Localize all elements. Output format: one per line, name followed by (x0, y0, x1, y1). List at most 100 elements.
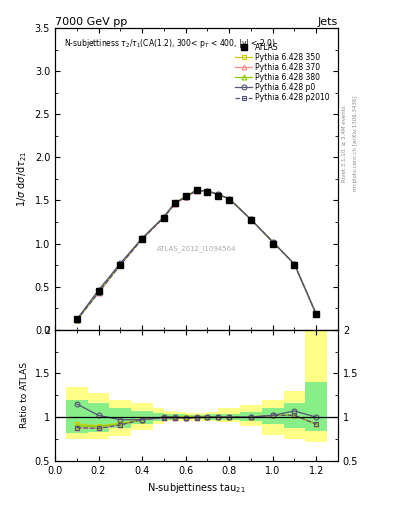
Pythia 6.428 380 (74, 317, 79, 323)
Pythia 6.428 p0 (173, 200, 177, 206)
Pythia 6.428 380 (96, 289, 101, 295)
Pythia 6.428 350 (248, 217, 253, 223)
Pythia 6.428 p0 (183, 194, 188, 200)
Pythia 6.428 370 (248, 217, 253, 223)
ATLAS (96, 288, 101, 294)
ATLAS (140, 236, 145, 242)
Pythia 6.428 p2010 (314, 311, 319, 317)
Pythia 6.428 p0 (74, 316, 79, 323)
Pythia 6.428 p2010 (74, 317, 79, 323)
Pythia 6.428 370 (74, 317, 79, 323)
ATLAS (248, 217, 253, 223)
Pythia 6.428 p2010 (118, 262, 123, 268)
Pythia 6.428 350 (162, 214, 166, 220)
Legend: ATLAS, Pythia 6.428 350, Pythia 6.428 370, Pythia 6.428 380, Pythia 6.428 p0, Py: ATLAS, Pythia 6.428 350, Pythia 6.428 37… (234, 41, 331, 104)
Pythia 6.428 380 (270, 239, 275, 245)
Text: 7000 GeV pp: 7000 GeV pp (55, 17, 127, 27)
Pythia 6.428 380 (118, 261, 123, 267)
Pythia 6.428 p2010 (140, 236, 145, 242)
Pythia 6.428 p2010 (194, 188, 199, 194)
Pythia 6.428 p0 (118, 260, 123, 266)
Pythia 6.428 p2010 (96, 290, 101, 296)
Pythia 6.428 350 (118, 261, 123, 267)
Pythia 6.428 350 (194, 187, 199, 193)
ATLAS (270, 241, 275, 247)
Line: Pythia 6.428 p0: Pythia 6.428 p0 (74, 188, 319, 322)
Text: N-subjettiness $\tau_2/\tau_1$(CA(1.2), 300< p$_T$ < 400, |y| < 2.0): N-subjettiness $\tau_2/\tau_1$(CA(1.2), … (64, 37, 275, 50)
Pythia 6.428 380 (216, 191, 220, 198)
Pythia 6.428 p2010 (227, 196, 231, 202)
ATLAS (194, 187, 199, 193)
Pythia 6.428 p0 (205, 188, 210, 194)
Pythia 6.428 380 (248, 217, 253, 223)
Pythia 6.428 p0 (270, 239, 275, 245)
ATLAS (74, 316, 79, 323)
Pythia 6.428 p2010 (292, 261, 297, 267)
Pythia 6.428 350 (205, 188, 210, 194)
ATLAS (227, 198, 231, 204)
Pythia 6.428 370 (216, 191, 220, 198)
Y-axis label: 1/$\sigma$ d$\sigma$/d$\tau_{21}$: 1/$\sigma$ d$\sigma$/d$\tau_{21}$ (15, 151, 29, 207)
Line: Pythia 6.428 350: Pythia 6.428 350 (74, 188, 319, 323)
Pythia 6.428 p2010 (270, 239, 275, 245)
Pythia 6.428 350 (173, 201, 177, 207)
Pythia 6.428 p2010 (162, 215, 166, 221)
Pythia 6.428 p2010 (183, 194, 188, 200)
Pythia 6.428 p2010 (216, 191, 220, 198)
Pythia 6.428 350 (292, 261, 297, 267)
Pythia 6.428 350 (227, 196, 231, 202)
Line: ATLAS: ATLAS (73, 187, 320, 323)
Pythia 6.428 370 (227, 196, 231, 202)
Pythia 6.428 p0 (140, 236, 145, 242)
Line: Pythia 6.428 370: Pythia 6.428 370 (74, 188, 319, 323)
Text: Rivet 3.1.10, ≥ 3.4M events: Rivet 3.1.10, ≥ 3.4M events (342, 105, 346, 182)
Pythia 6.428 350 (270, 239, 275, 245)
Pythia 6.428 p0 (292, 261, 297, 267)
Text: Jets: Jets (318, 17, 338, 27)
Pythia 6.428 380 (194, 187, 199, 193)
Pythia 6.428 p0 (314, 311, 319, 317)
Pythia 6.428 350 (74, 317, 79, 323)
Pythia 6.428 p0 (96, 287, 101, 293)
Pythia 6.428 p2010 (248, 217, 253, 223)
Pythia 6.428 370 (205, 188, 210, 194)
Pythia 6.428 350 (96, 289, 101, 295)
Y-axis label: Ratio to ATLAS: Ratio to ATLAS (20, 362, 29, 428)
ATLAS (173, 200, 177, 206)
Pythia 6.428 p2010 (205, 188, 210, 194)
ATLAS (205, 189, 210, 195)
ATLAS (162, 215, 166, 221)
Pythia 6.428 370 (292, 261, 297, 267)
Pythia 6.428 p0 (162, 214, 166, 220)
Pythia 6.428 370 (270, 239, 275, 245)
ATLAS (314, 311, 319, 317)
Pythia 6.428 380 (205, 188, 210, 194)
Pythia 6.428 370 (314, 311, 319, 317)
Pythia 6.428 p0 (248, 217, 253, 223)
Pythia 6.428 370 (118, 262, 123, 268)
ATLAS (216, 193, 220, 199)
Pythia 6.428 370 (173, 201, 177, 207)
Pythia 6.428 380 (314, 311, 319, 317)
Pythia 6.428 380 (227, 196, 231, 202)
Pythia 6.428 370 (140, 236, 145, 242)
Pythia 6.428 350 (216, 191, 220, 198)
ATLAS (183, 193, 188, 199)
ATLAS (118, 262, 123, 268)
Pythia 6.428 370 (183, 194, 188, 200)
Pythia 6.428 p0 (216, 191, 220, 198)
Pythia 6.428 350 (314, 311, 319, 317)
Pythia 6.428 350 (183, 194, 188, 200)
Pythia 6.428 p0 (194, 187, 199, 193)
Pythia 6.428 380 (140, 236, 145, 242)
Text: mcplots.cern.ch [arXiv:1306.3436]: mcplots.cern.ch [arXiv:1306.3436] (353, 96, 358, 191)
Line: Pythia 6.428 p2010: Pythia 6.428 p2010 (74, 188, 319, 323)
Pythia 6.428 380 (183, 193, 188, 199)
Pythia 6.428 380 (162, 214, 166, 220)
ATLAS (292, 262, 297, 268)
Pythia 6.428 p2010 (173, 201, 177, 207)
Text: ATLAS_2012_I1094564: ATLAS_2012_I1094564 (157, 245, 236, 252)
Pythia 6.428 370 (194, 188, 199, 194)
Pythia 6.428 p0 (227, 196, 231, 202)
Pythia 6.428 380 (292, 261, 297, 267)
